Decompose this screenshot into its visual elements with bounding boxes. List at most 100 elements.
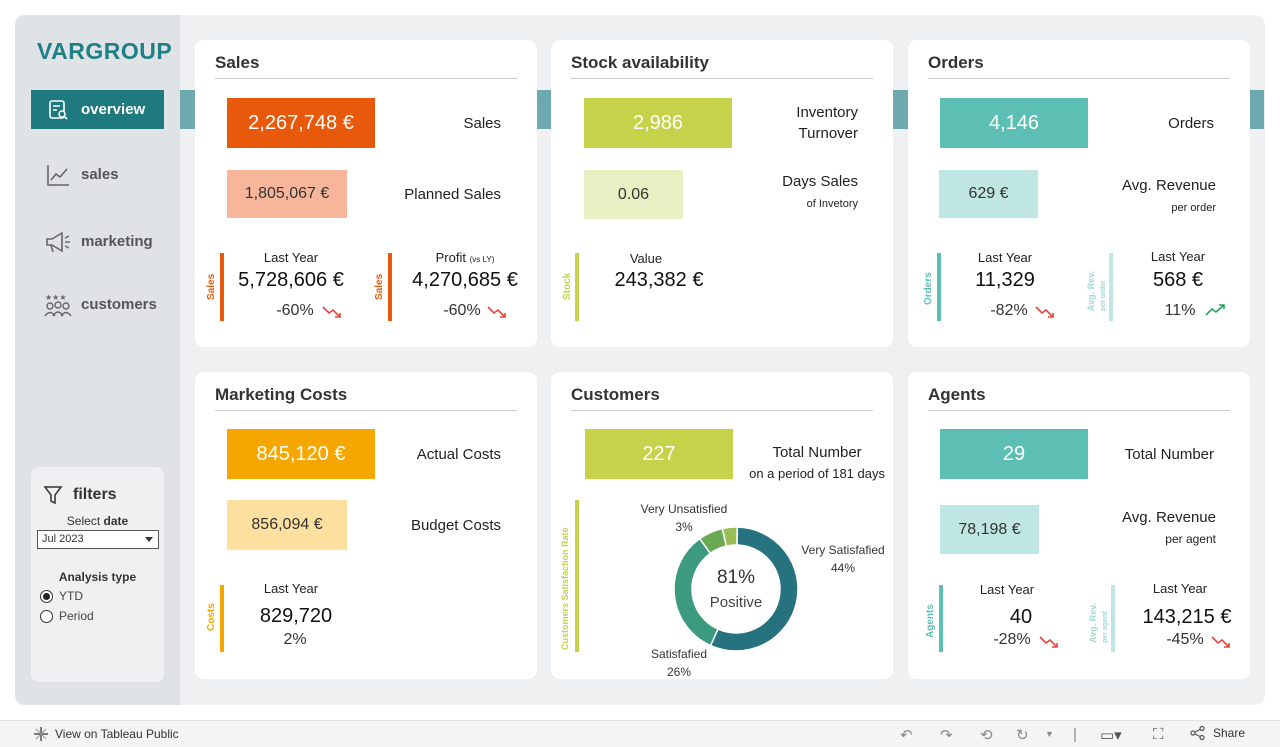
avg-revenue-kpi: 78,198 € [940,505,1039,554]
rev-pct: -45% [1166,631,1204,648]
actual-costs-kpi: 845,120 € [227,429,375,479]
donut-label-name: Satisfafied [651,647,707,661]
axis-label: Orders [923,272,934,305]
svg-text:★★★: ★★★ [45,293,67,302]
decor-stripe [893,90,908,129]
radio-period[interactable]: Period [40,609,94,623]
ly-label: Last Year [263,250,319,265]
select-date-label: Select date [66,514,129,528]
ly-pct: -82% [990,302,1028,319]
card-title: Orders [928,53,984,72]
nav-customers[interactable]: ★★★ customers [31,285,164,324]
avg-revenue-label: Avg. Revenue per agent [1122,509,1216,546]
axis-label: Avg. Rev. per agent [1088,602,1109,643]
donut-center-pct: 81% [716,567,756,588]
orders-card: Orders 4,146 Orders 629 € Avg. Revenue pe… [908,40,1250,347]
device-preview-icon[interactable]: ▭▾ [1100,727,1122,744]
planned-sales-label: Planned Sales [404,186,501,203]
orders-label: Orders [1168,115,1214,132]
card-title: Agents [928,385,986,404]
customers-label: Total Number on a period of 181 days [749,444,885,481]
days-sales-label: Days Sales of Invetory [782,173,858,210]
avg-revenue-label: Avg. Revenue per order [1122,177,1216,214]
days-sales-kpi: 0.06 [584,170,683,219]
chevron-down-icon[interactable]: ▼ [1045,729,1054,739]
people-icon: ★★★ [43,292,73,318]
agents-kpi: 29 [940,429,1088,479]
donut-label-value: 26% [667,665,691,679]
tableau-icon [34,727,48,741]
value-label: Value [629,251,663,266]
profit-value: 4,270,685 € [412,269,518,291]
agents-card: Agents 29 Total Number 78,198 € Avg. Rev… [908,372,1250,679]
report-search-icon [43,99,73,121]
ly-label: Last Year [977,250,1033,265]
ly-pct: -28% [993,631,1031,648]
trend-down-icon [1211,636,1230,648]
inventory-turnover-label: Inventory Turnover [796,104,858,142]
ly-label: Last Year [263,581,319,596]
line-chart-icon [43,163,73,187]
axis-label: Agents [925,604,936,638]
chevron-down-icon [145,537,153,542]
donut-label-value: 3% [675,520,693,534]
axis-label: Costs [206,603,217,631]
customers-kpi: 227 [585,429,733,479]
ly-value: 11,329 [975,269,1035,291]
trend-down-icon [487,306,506,318]
nav-label: marketing [81,233,153,250]
customers-card: Customers 227 Total Number on a period of… [551,372,893,679]
refresh-icon[interactable]: ↻ [1016,727,1029,744]
decor-stripe [537,90,551,129]
trend-down-icon [322,306,341,318]
donut-label-name: Very Satisfafied [801,543,884,557]
donut-slice-satisfafied[interactable] [673,537,719,647]
axis-label: Stock [562,272,573,300]
donut-label-name: Very Unsatisfied [641,502,728,516]
vargroup-logo: VARGROUP [37,38,173,64]
ly-pct: 2% [283,631,307,648]
revert-icon[interactable]: ⟲ [980,727,993,744]
ly-value: 40 [1009,606,1033,628]
redo-icon[interactable]: ↷ [940,727,953,744]
undo-icon[interactable]: ↶ [900,727,913,744]
share-button[interactable]: Share [1190,726,1245,740]
profit-pct: -60% [443,302,481,319]
decor-stripe [1250,90,1264,129]
avg-revenue-kpi: 629 € [939,170,1038,218]
fullscreen-icon[interactable]: ⛶ [1153,726,1164,743]
donut-slice-very-unsatisfied[interactable] [721,526,739,547]
ly-value: 5,728,606 € [238,269,344,291]
inventory-turnover-kpi: 2,986 [584,98,732,148]
trend-up-icon [1205,304,1225,316]
satisfaction-donut: Very Unsatisfied 3% Very Satisfafied 44% Sat… [641,502,885,679]
axis-label: Avg. Rev. per order [1086,270,1107,311]
card-title: Sales [215,53,260,72]
card-title: Customers [571,385,660,404]
card-title: Marketing Costs [215,385,348,404]
nav-sales[interactable]: sales [31,155,164,194]
view-on-tableau-link[interactable]: View on Tableau Public [34,727,179,741]
nav-label: overview [81,101,146,118]
filters-title: filters [43,485,117,505]
trend-down-icon [1039,636,1058,648]
budget-costs-kpi: 856,094 € [227,500,347,550]
tableau-toolbar: View on Tableau Public ↶ ↷ ⟲ ↻ ▼ | ▭▾ ⛶ … [0,720,1280,747]
nav-label: sales [81,166,119,183]
rev-pct: 11% [1164,302,1196,319]
nav-marketing[interactable]: marketing [31,222,164,261]
sales-kpi: 2,267,748 € [227,98,375,148]
radio-ytd[interactable]: YTD [40,589,83,603]
axis-label: Sales [206,273,217,300]
axis-label: Sales [374,273,385,300]
date-select[interactable]: Jul 2023 [37,530,159,549]
nav-label: customers [81,296,157,313]
donut-slice-very-satisfafied[interactable] [709,526,799,652]
actual-costs-label: Actual Costs [416,446,501,463]
rev-ly-label: Last Year [1152,581,1208,596]
nav-overview[interactable]: overview [31,90,164,129]
stock-card: Stock availability 2,986 Inventory Turnov… [551,40,893,347]
share-icon [1190,726,1205,740]
marketing-card: Marketing Costs 845,120 € Actual Costs 8… [195,372,537,679]
rev-ly-value: 568 € [1152,269,1204,291]
